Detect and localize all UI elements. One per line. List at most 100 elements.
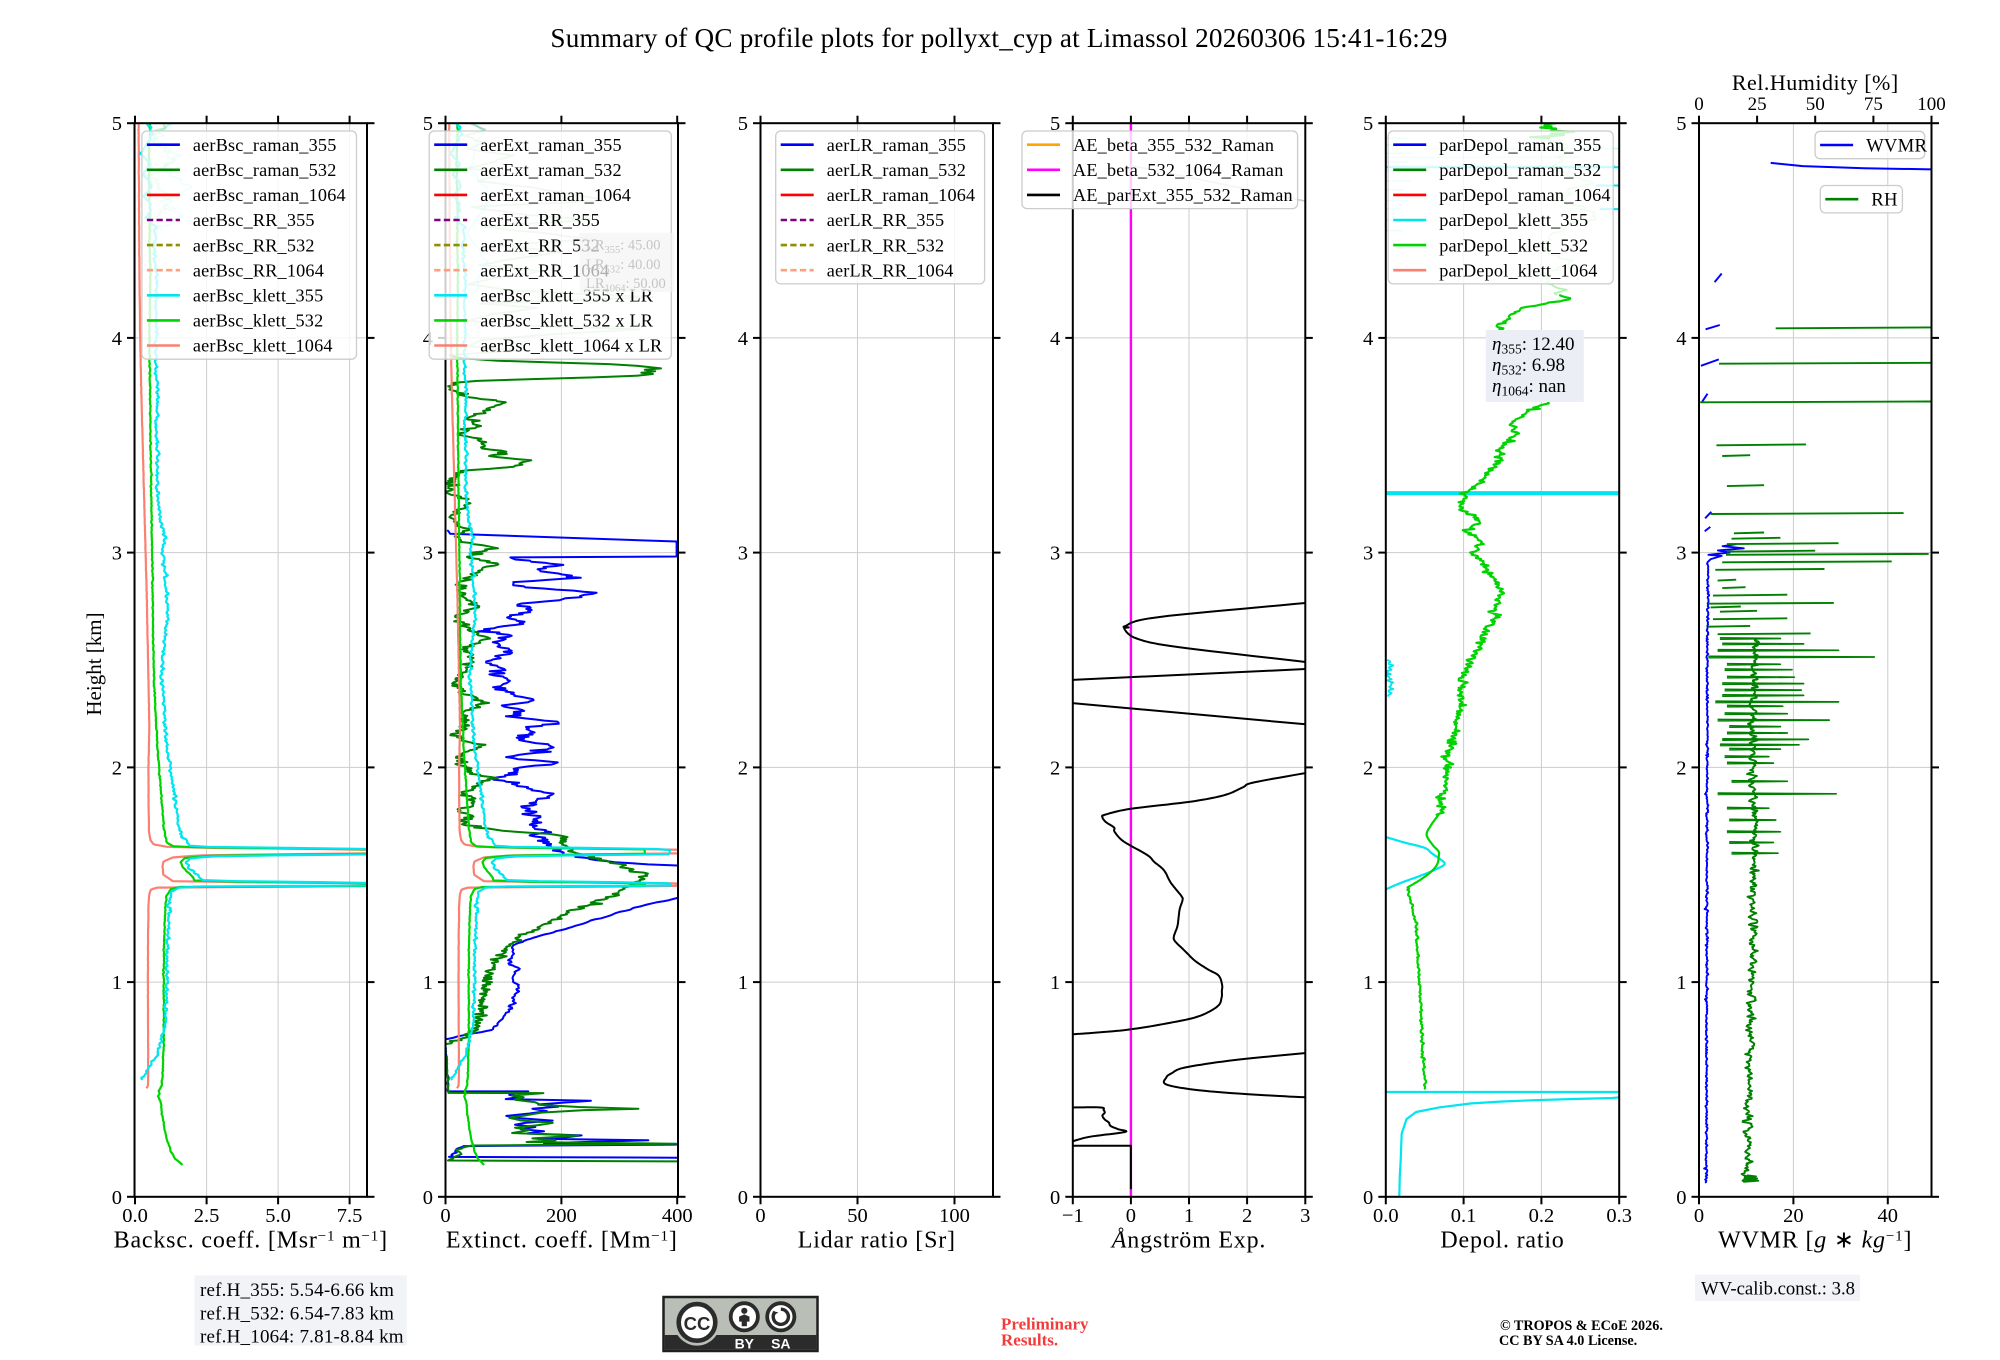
- svg-text:0.3: 0.3: [1606, 1205, 1632, 1227]
- svg-text:1: 1: [1363, 972, 1373, 994]
- svg-text:aerExt_RR_532: aerExt_RR_532: [480, 235, 600, 255]
- svg-text:Depol. ratio: Depol. ratio: [1440, 1228, 1564, 1254]
- svg-text:AE_beta_355_532_Raman: AE_beta_355_532_Raman: [1073, 135, 1274, 155]
- svg-text:2: 2: [1676, 757, 1686, 779]
- svg-text:LR355: 45.00: LR355: 45.00: [586, 238, 661, 257]
- svg-text:LR1064: 50.00: LR1064: 50.00: [586, 276, 666, 295]
- svg-text:0: 0: [1126, 1205, 1136, 1227]
- svg-text:aerBsc_RR_532: aerBsc_RR_532: [193, 235, 315, 255]
- svg-text:Extinct. coeff. [Mm−1]: Extinct. coeff. [Mm−1]: [446, 1228, 678, 1254]
- svg-text:Lidar ratio [Sr]: Lidar ratio [Sr]: [798, 1228, 956, 1254]
- svg-text:0: 0: [1694, 94, 1704, 115]
- svg-text:3: 3: [1050, 543, 1060, 565]
- svg-text:ref.H_1064: 7.81-8.84 km: ref.H_1064: 7.81-8.84 km: [200, 1327, 404, 1348]
- svg-text:aerBsc_raman_1064: aerBsc_raman_1064: [193, 185, 346, 205]
- svg-text:3: 3: [1676, 543, 1686, 565]
- svg-text:2: 2: [1050, 757, 1060, 779]
- svg-text:2: 2: [423, 757, 433, 779]
- svg-text:WV-calib.const.: 3.8: WV-calib.const.: 3.8: [1701, 1279, 1855, 1300]
- svg-text:2: 2: [1363, 757, 1373, 779]
- svg-text:5: 5: [1050, 113, 1060, 135]
- svg-text:CC: CC: [684, 1313, 711, 1334]
- svg-text:aerExt_raman_532: aerExt_raman_532: [480, 160, 622, 180]
- svg-text:aerExt_raman_1064: aerExt_raman_1064: [480, 185, 631, 205]
- svg-text:0: 0: [1694, 1205, 1704, 1227]
- svg-text:4: 4: [112, 328, 122, 350]
- svg-text:aerExt_RR_1064: aerExt_RR_1064: [480, 260, 609, 280]
- svg-text:0.1: 0.1: [1451, 1205, 1477, 1227]
- svg-text:parDepol_raman_1064: parDepol_raman_1064: [1439, 185, 1610, 205]
- svg-text:WVMR: WVMR: [1866, 135, 1927, 156]
- svg-text:parDepol_klett_532: parDepol_klett_532: [1439, 235, 1588, 255]
- svg-text:Ångström Exp.: Ångström Exp.: [1110, 1228, 1266, 1254]
- svg-text:4: 4: [1050, 328, 1060, 350]
- svg-text:aerBsc_RR_355: aerBsc_RR_355: [193, 210, 315, 230]
- svg-text:AE_beta_532_1064_Raman: AE_beta_532_1064_Raman: [1073, 160, 1283, 180]
- svg-text:1: 1: [738, 972, 748, 994]
- svg-text:0: 0: [423, 1187, 433, 1209]
- svg-text:3: 3: [1300, 1205, 1310, 1227]
- svg-text:20: 20: [1783, 1205, 1804, 1227]
- svg-text:100: 100: [939, 1205, 970, 1227]
- svg-text:AE_parExt_355_532_Raman: AE_parExt_355_532_Raman: [1073, 185, 1293, 205]
- svg-text:CC BY SA 4.0 License.: CC BY SA 4.0 License.: [1499, 1333, 1637, 1349]
- svg-text:Results.: Results.: [1001, 1331, 1058, 1350]
- svg-text:aerBsc_raman_532: aerBsc_raman_532: [193, 160, 337, 180]
- svg-text:0.0: 0.0: [122, 1205, 148, 1227]
- svg-text:aerLR_RR_1064: aerLR_RR_1064: [827, 260, 954, 280]
- svg-text:aerLR_RR_355: aerLR_RR_355: [827, 210, 945, 230]
- svg-text:aerExt_RR_355: aerExt_RR_355: [480, 210, 600, 230]
- svg-text:1: 1: [1050, 972, 1060, 994]
- svg-text:5.0: 5.0: [265, 1205, 291, 1227]
- svg-text:ref.H_532: 6.54-7.83 km: ref.H_532: 6.54-7.83 km: [200, 1303, 394, 1324]
- svg-text:aerLR_raman_355: aerLR_raman_355: [827, 135, 966, 155]
- svg-text:5: 5: [1363, 113, 1373, 135]
- svg-text:3: 3: [1363, 543, 1373, 565]
- svg-text:4: 4: [1363, 328, 1373, 350]
- svg-text:0: 0: [738, 1187, 748, 1209]
- svg-text:aerExt_raman_355: aerExt_raman_355: [480, 135, 622, 155]
- svg-text:2: 2: [112, 757, 122, 779]
- svg-text:parDepol_raman_355: parDepol_raman_355: [1439, 135, 1601, 155]
- svg-text:2.5: 2.5: [194, 1205, 220, 1227]
- svg-text:0: 0: [1050, 1187, 1060, 1209]
- svg-text:aerBsc_klett_1064: aerBsc_klett_1064: [193, 336, 333, 356]
- svg-text:η1064: nan: η1064: nan: [1492, 376, 1566, 399]
- svg-text:100: 100: [1917, 94, 1946, 115]
- svg-text:aerBsc_klett_355: aerBsc_klett_355: [193, 286, 323, 306]
- svg-text:Summary of QC profile plots fo: Summary of QC profile plots for pollyxt_…: [550, 23, 1447, 53]
- svg-text:LR532: 40.00: LR532: 40.00: [586, 257, 661, 276]
- svg-text:aerBsc_klett_1064 x LR: aerBsc_klett_1064 x LR: [480, 336, 663, 356]
- svg-text:Rel.Humidity [%]: Rel.Humidity [%]: [1732, 70, 1899, 95]
- svg-text:5: 5: [112, 113, 122, 135]
- svg-text:1: 1: [112, 972, 122, 994]
- svg-text:0: 0: [755, 1205, 765, 1227]
- svg-text:BY: BY: [735, 1336, 755, 1352]
- svg-text:2: 2: [1242, 1205, 1252, 1227]
- svg-text:η355: 12.40: η355: 12.40: [1492, 334, 1574, 357]
- svg-text:0: 0: [112, 1187, 122, 1209]
- svg-text:4: 4: [423, 328, 433, 350]
- svg-text:4: 4: [1676, 328, 1686, 350]
- svg-text:7.5: 7.5: [337, 1205, 363, 1227]
- svg-text:400: 400: [662, 1205, 693, 1227]
- svg-text:aerLR_raman_532: aerLR_raman_532: [827, 160, 966, 180]
- svg-text:50: 50: [1806, 94, 1825, 115]
- svg-text:200: 200: [546, 1205, 577, 1227]
- svg-text:parDepol_raman_532: parDepol_raman_532: [1439, 160, 1601, 180]
- svg-text:2: 2: [738, 757, 748, 779]
- svg-text:3: 3: [112, 543, 122, 565]
- svg-text:5: 5: [423, 113, 433, 135]
- svg-text:40: 40: [1878, 1205, 1899, 1227]
- svg-text:aerBsc_klett_532 x LR: aerBsc_klett_532 x LR: [480, 311, 654, 331]
- svg-text:ref.H_355: 5.54-6.66 km: ref.H_355: 5.54-6.66 km: [200, 1280, 394, 1301]
- svg-text:parDepol_klett_1064: parDepol_klett_1064: [1439, 260, 1597, 280]
- svg-text:−1: −1: [1062, 1205, 1084, 1227]
- svg-text:0.0: 0.0: [1373, 1205, 1399, 1227]
- svg-text:0.2: 0.2: [1529, 1205, 1555, 1227]
- svg-text:1: 1: [1676, 972, 1686, 994]
- svg-text:aerBsc_klett_532: aerBsc_klett_532: [193, 311, 323, 331]
- svg-text:0: 0: [1676, 1187, 1686, 1209]
- svg-text:25: 25: [1748, 94, 1767, 115]
- svg-text:Preliminary: Preliminary: [1001, 1315, 1089, 1334]
